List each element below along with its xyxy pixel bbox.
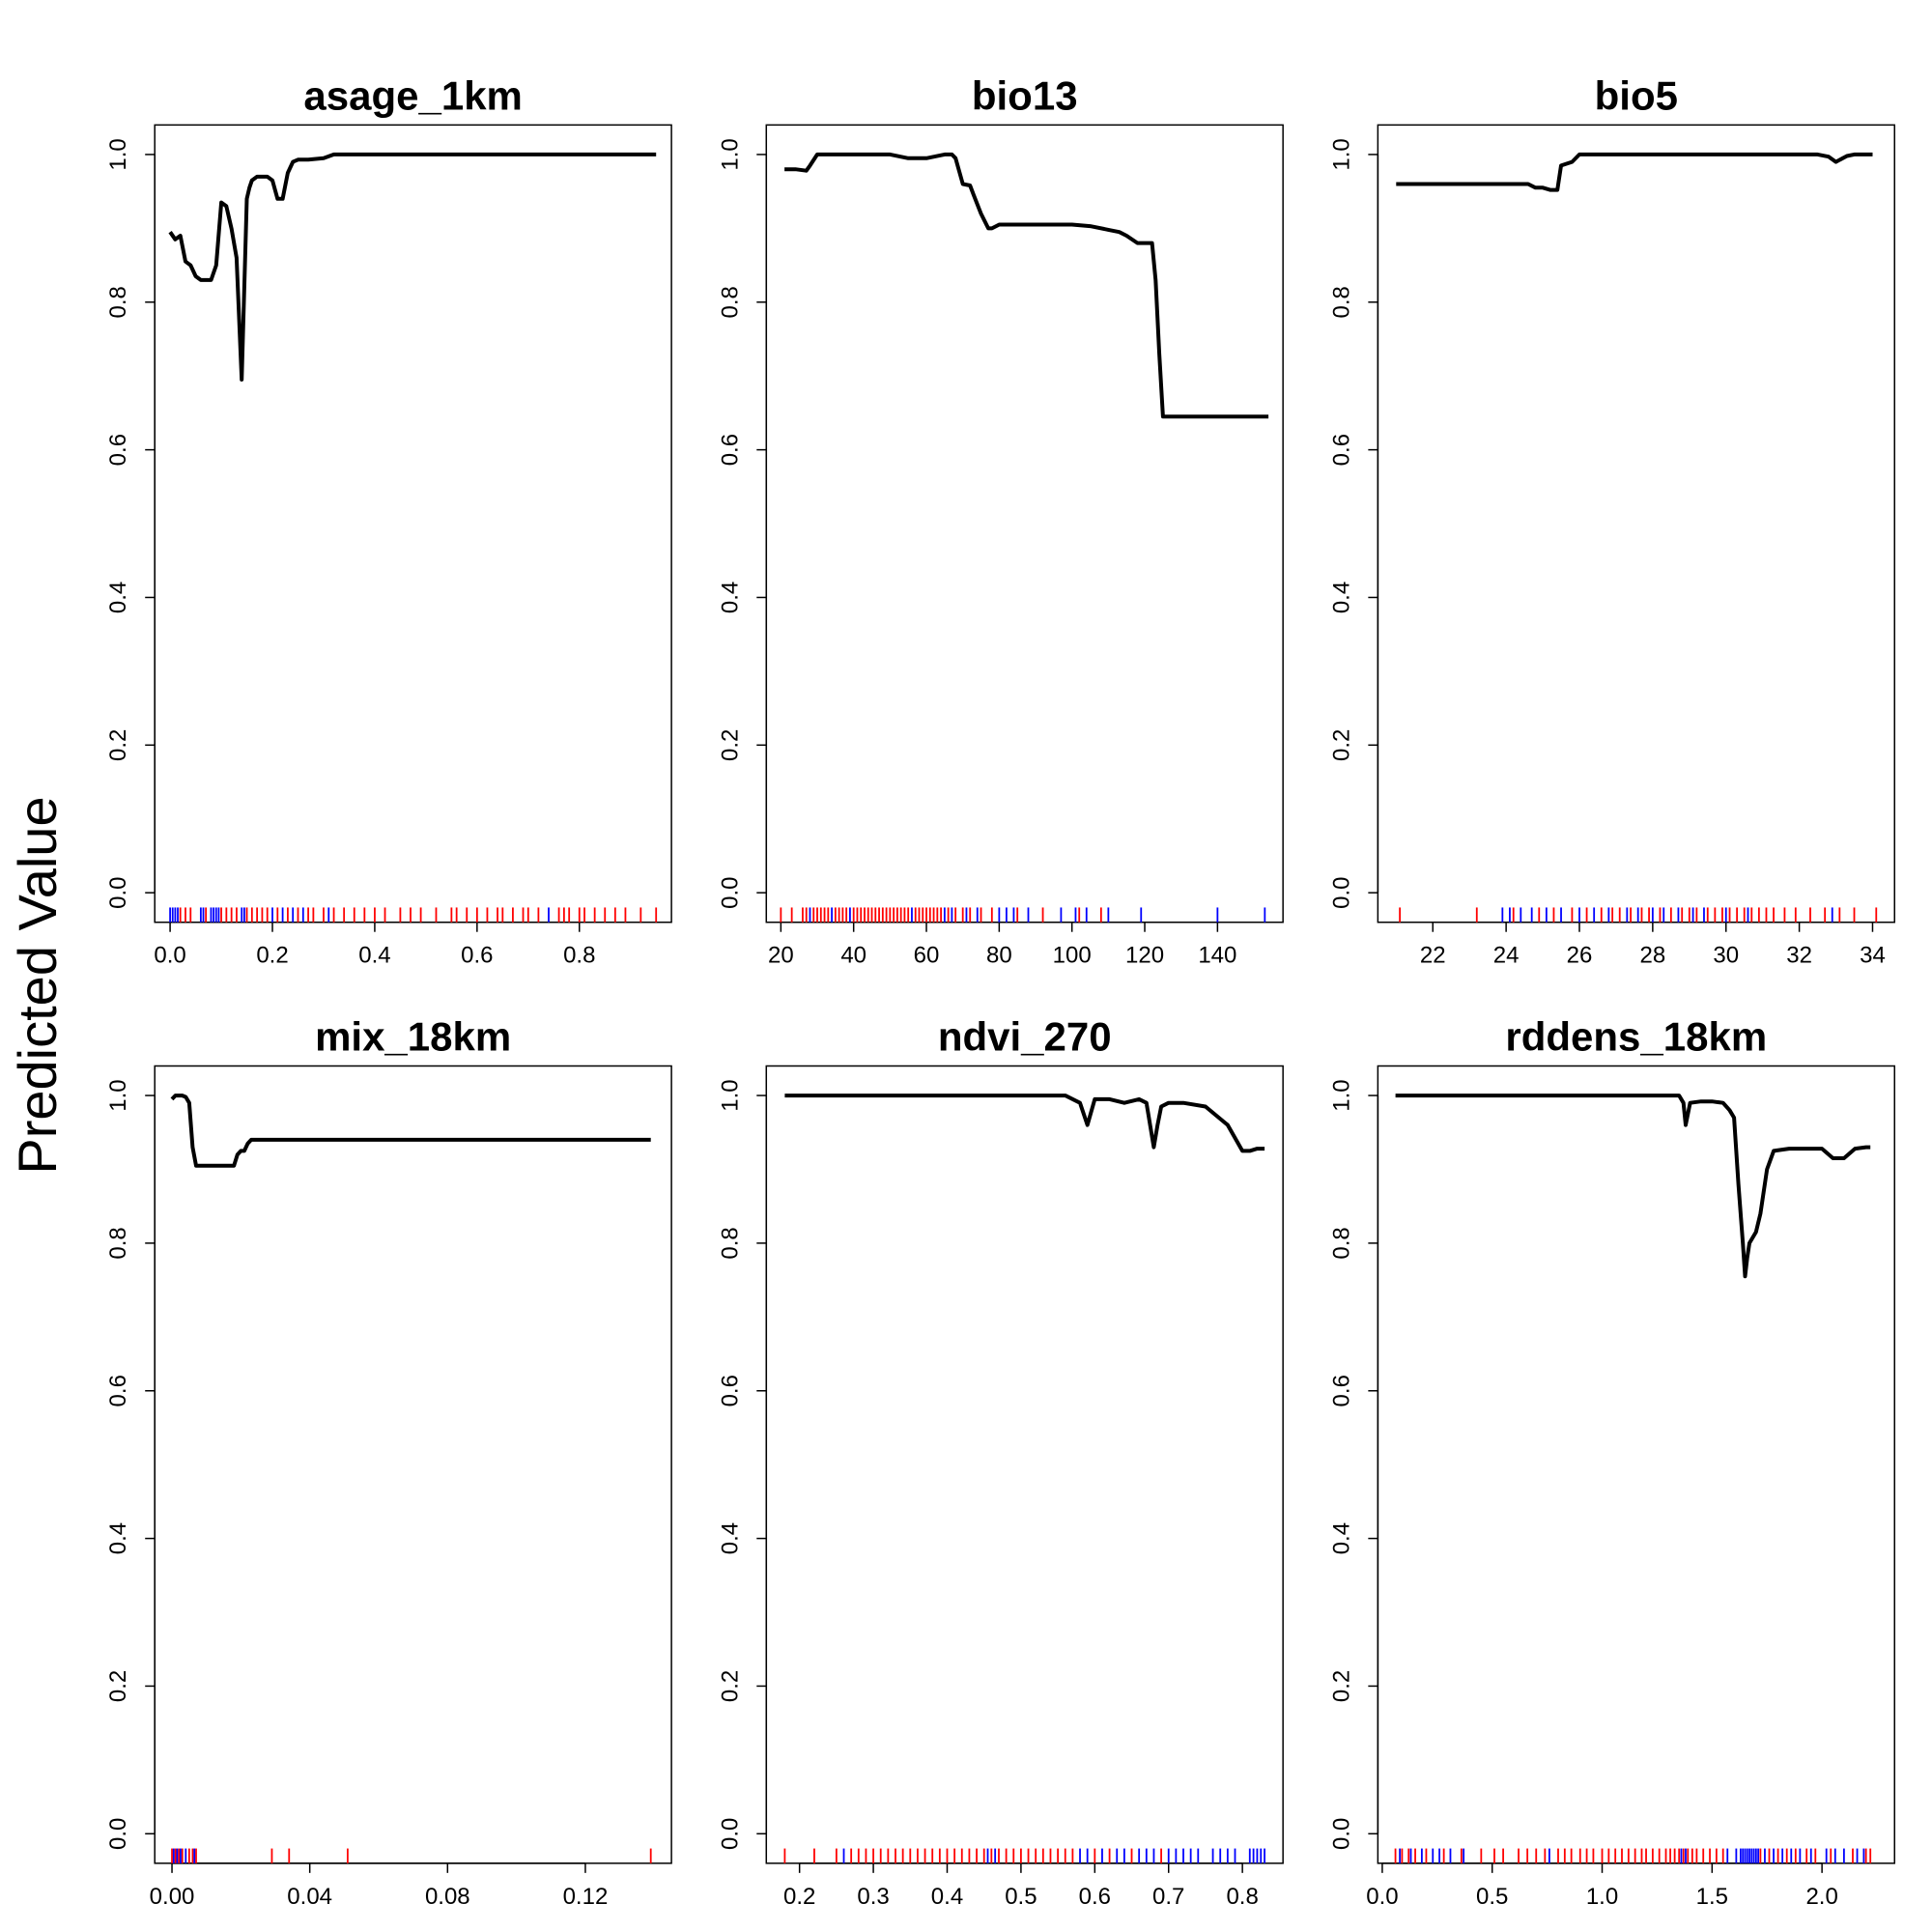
x-tick-label: 26: [1567, 943, 1593, 969]
panel-bio5: bio5 22 24 26 28 30 32 34 0.0 0.2 0.4 0.6 0.8 1.0: [1328, 72, 1895, 969]
x-tick-label: 30: [1713, 943, 1739, 969]
x-tick-label: 0.08: [425, 1884, 470, 1910]
y-tick-label: 0.2: [1328, 1670, 1354, 1702]
y-tick-label: 0.6: [717, 1375, 743, 1406]
x-tick-label: 40: [840, 943, 867, 969]
x-tick-label: 20: [768, 943, 794, 969]
x-tick-label: 0.00: [150, 1884, 195, 1910]
panel-asage_1km: asage_1km 0.0 0.2 0.4 0.6 0.8 0.0 0.2 0.4 0.6 0.8 1…: [105, 72, 672, 969]
y-tick-label: 0.0: [717, 876, 743, 908]
y-tick-label: 0.0: [1328, 876, 1354, 908]
response-curve: [784, 152, 1269, 419]
y-tick-label: 0.8: [1328, 1227, 1354, 1259]
y-tick-label: 0.2: [717, 1670, 743, 1702]
y-tick-label: 0.6: [105, 1375, 131, 1406]
x-tick-label: 0.5: [1476, 1884, 1508, 1910]
panel-mix_18km: mix_18km 0.00 0.04 0.08 0.12 0.0 0.2 0.4 0.6 0.8 1…: [105, 1013, 672, 1910]
x-tick-label: 1.0: [1586, 1884, 1618, 1910]
x-tick-label: 0.8: [1226, 1884, 1258, 1910]
panel-title: asage_1km: [303, 72, 523, 118]
x-tick-label: 0.12: [563, 1884, 609, 1910]
y-tick-label: 0.6: [1328, 1375, 1354, 1406]
panel-ndvi_270: ndvi_270 0.2 0.3 0.4 0.5 0.6 0.7 0.8 0.0 0.2 0.4 0.…: [717, 1013, 1284, 1910]
x-tick-label: 34: [1860, 943, 1886, 969]
y-tick-label: 0.4: [1328, 582, 1354, 613]
x-tick-label: 0.6: [1079, 1884, 1111, 1910]
y-tick-label: 0.8: [105, 1227, 131, 1259]
response-curve: [168, 152, 657, 382]
y-tick-label: 0.0: [105, 1818, 131, 1850]
figure-ylabel: Predicted Value: [7, 796, 68, 1174]
x-tick-label: 0.7: [1152, 1884, 1184, 1910]
x-tick-label: 0.04: [287, 1884, 332, 1910]
x-tick-label: 2.0: [1805, 1884, 1837, 1910]
x-tick-label: 24: [1493, 943, 1520, 969]
y-tick-label: 0.4: [105, 582, 131, 613]
y-tick-label: 0.2: [717, 729, 743, 761]
y-tick-label: 0.4: [105, 1522, 131, 1554]
panel-bio13: bio13 20 40 60 80 100 120 140 0.0 0.2 0.4 0.6 0.8 1.0: [717, 72, 1284, 969]
x-tick-label: 0.2: [256, 943, 288, 969]
y-tick-label: 0.8: [105, 286, 131, 318]
panel-title: ndvi_270: [938, 1013, 1112, 1059]
x-tick-label: 140: [1198, 943, 1236, 969]
x-tick-label: 0.4: [358, 943, 390, 969]
y-tick-label: 0.2: [105, 1670, 131, 1702]
y-tick-label: 1.0: [717, 1079, 743, 1111]
y-tick-label: 0.6: [717, 434, 743, 466]
y-tick-label: 1.0: [1328, 138, 1354, 170]
y-tick-label: 0.6: [1328, 434, 1354, 466]
panel-title: mix_18km: [315, 1013, 511, 1059]
x-tick-label: 1.5: [1696, 1884, 1728, 1910]
x-tick-label: 0.0: [1366, 1884, 1398, 1910]
x-tick-label: 32: [1786, 943, 1812, 969]
x-tick-label: 0.2: [783, 1884, 815, 1910]
y-tick-label: 0.8: [1328, 286, 1354, 318]
x-tick-label: 100: [1053, 943, 1092, 969]
x-tick-label: 120: [1125, 943, 1164, 969]
y-tick-label: 0.0: [1328, 1818, 1354, 1850]
x-tick-label: 0.3: [857, 1884, 889, 1910]
y-tick-label: 1.0: [717, 138, 743, 170]
panel-title: bio5: [1595, 72, 1678, 118]
x-tick-label: 0.5: [1005, 1884, 1037, 1910]
x-tick-label: 0.4: [931, 1884, 963, 1910]
panel-rddens_18km: rddens_18km 0.0 0.5 1.0 1.5 2.0 0.0 0.2 0.4 0.6 0.…: [1328, 1013, 1895, 1910]
x-tick-label: 22: [1420, 943, 1446, 969]
x-tick-label: 28: [1640, 943, 1666, 969]
x-tick-label: 60: [914, 943, 940, 969]
y-tick-label: 0.0: [717, 1818, 743, 1850]
y-tick-label: 0.4: [717, 1522, 743, 1554]
y-tick-label: 0.4: [717, 582, 743, 613]
x-tick-label: 80: [986, 943, 1012, 969]
y-tick-label: 0.0: [105, 876, 131, 908]
y-tick-label: 0.8: [717, 1227, 743, 1259]
response-curve: [170, 1094, 651, 1168]
panel-title: rddens_18km: [1505, 1013, 1767, 1059]
response-curve: [1396, 152, 1873, 192]
y-tick-label: 0.4: [1328, 1522, 1354, 1554]
y-tick-label: 1.0: [105, 1079, 131, 1111]
y-tick-label: 0.2: [1328, 729, 1354, 761]
y-tick-label: 0.2: [105, 729, 131, 761]
y-tick-label: 1.0: [105, 138, 131, 170]
response-curve: [1395, 1094, 1871, 1279]
x-tick-label: 0.0: [154, 943, 185, 969]
y-tick-label: 0.8: [717, 286, 743, 318]
x-tick-label: 0.6: [461, 943, 493, 969]
panel-grid: asage_1km 0.0 0.2 0.4 0.6 0.8 0.0 0.2 0.4 0.6 0.8 1…: [105, 72, 1895, 1910]
y-tick-label: 0.6: [105, 434, 131, 466]
response-curve: [784, 1094, 1265, 1153]
y-tick-label: 1.0: [1328, 1079, 1354, 1111]
x-tick-label: 0.8: [563, 943, 595, 969]
panel-title: bio13: [972, 72, 1078, 118]
